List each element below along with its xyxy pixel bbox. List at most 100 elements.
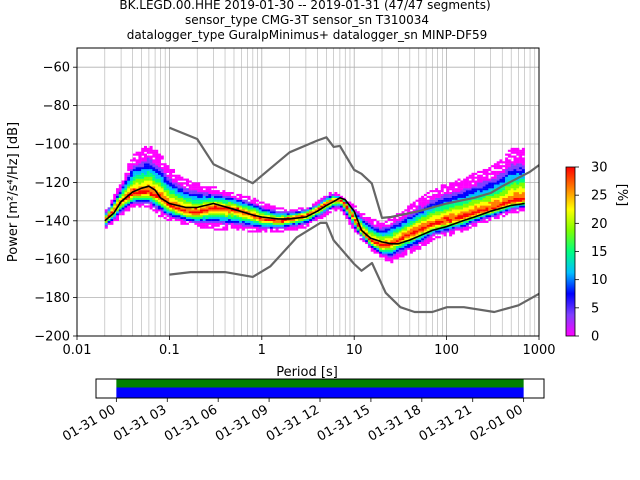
density-cell	[118, 188, 122, 191]
density-cell	[292, 228, 296, 231]
density-cell	[418, 240, 422, 243]
density-cell	[241, 195, 245, 198]
density-cell	[513, 167, 517, 170]
density-cell	[166, 180, 170, 183]
density-cell	[146, 184, 150, 187]
density-cell	[429, 195, 433, 198]
density-cell	[130, 186, 134, 189]
title-line-1: BK.LEGD.00.HHE 2019-01-30 -- 2019-01-31 …	[119, 0, 490, 12]
density-cell	[443, 216, 447, 220]
density-cell	[219, 195, 223, 198]
density-cell	[197, 197, 201, 200]
density-cell	[127, 163, 131, 166]
density-cell	[163, 163, 167, 166]
density-cell	[163, 207, 167, 210]
density-cell	[144, 199, 148, 202]
density-cell	[426, 222, 430, 225]
density-cell	[253, 224, 257, 227]
density-cell	[197, 203, 201, 206]
density-cell	[471, 172, 475, 175]
density-cell	[482, 220, 486, 223]
density-cell	[479, 201, 483, 204]
density-cell	[510, 165, 514, 168]
density-cell	[166, 168, 170, 172]
density-cell	[502, 168, 506, 172]
density-cell	[418, 203, 422, 206]
density-cell	[429, 203, 433, 206]
density-cell	[521, 159, 525, 162]
density-cell	[107, 218, 111, 221]
density-cell	[135, 174, 139, 177]
density-cell	[437, 201, 441, 204]
density-cell	[116, 192, 120, 195]
density-cell	[219, 215, 223, 218]
density-cell	[451, 215, 455, 218]
density-cell	[281, 220, 285, 223]
density-cell	[306, 222, 310, 225]
density-cell	[124, 197, 128, 200]
density-cell	[505, 163, 509, 166]
density-cell	[247, 215, 251, 218]
density-cell	[356, 216, 360, 220]
density-cell	[415, 218, 419, 221]
density-cell	[146, 188, 150, 191]
density-cell	[449, 205, 453, 208]
density-cell	[264, 226, 268, 229]
density-cell	[166, 190, 170, 193]
density-cell	[499, 205, 503, 208]
density-cell	[474, 224, 478, 227]
density-cell	[339, 199, 343, 202]
density-cell	[169, 201, 173, 204]
density-cell	[440, 207, 444, 210]
density-cell	[141, 172, 145, 175]
density-cell	[303, 213, 307, 216]
density-cell	[211, 195, 215, 198]
density-cell	[479, 182, 483, 185]
density-cell	[454, 209, 458, 212]
density-cell	[457, 216, 461, 220]
density-cell	[121, 188, 125, 191]
density-cell	[395, 218, 399, 221]
density-cell	[261, 228, 265, 231]
density-cell	[278, 218, 282, 221]
density-cell	[496, 205, 500, 208]
density-cell	[446, 190, 450, 193]
density-cell	[496, 180, 500, 183]
density-cell	[418, 218, 422, 221]
density-cell	[205, 220, 209, 223]
density-cell	[269, 215, 273, 218]
density-cell	[183, 216, 187, 220]
density-cell	[482, 188, 486, 191]
density-cell	[157, 190, 161, 193]
density-cell	[300, 213, 304, 216]
density-cell	[127, 197, 131, 200]
density-cell	[205, 201, 209, 204]
density-cell	[166, 195, 170, 198]
x-tick-label: 100	[434, 343, 459, 358]
density-cell	[130, 197, 134, 200]
density-cell	[104, 220, 108, 223]
density-cell	[152, 153, 156, 156]
density-cell	[169, 211, 173, 214]
density-cell	[264, 203, 268, 206]
density-cell	[247, 218, 251, 221]
density-cell	[311, 209, 315, 212]
density-cell	[446, 199, 450, 202]
density-cell	[160, 168, 164, 172]
density-cell	[272, 220, 276, 223]
density-cell	[233, 218, 237, 221]
density-cell	[230, 222, 234, 225]
density-cell	[157, 167, 161, 170]
density-cell	[328, 203, 332, 206]
density-cell	[370, 226, 374, 229]
density-cell	[323, 209, 327, 212]
density-cell	[339, 201, 343, 204]
density-cell	[124, 184, 128, 187]
density-cell	[435, 190, 439, 193]
density-cell	[381, 230, 385, 233]
density-cell	[174, 211, 178, 214]
density-cell	[362, 213, 366, 216]
density-cell	[502, 161, 506, 164]
density-cell	[233, 203, 237, 206]
density-cell	[460, 228, 464, 231]
